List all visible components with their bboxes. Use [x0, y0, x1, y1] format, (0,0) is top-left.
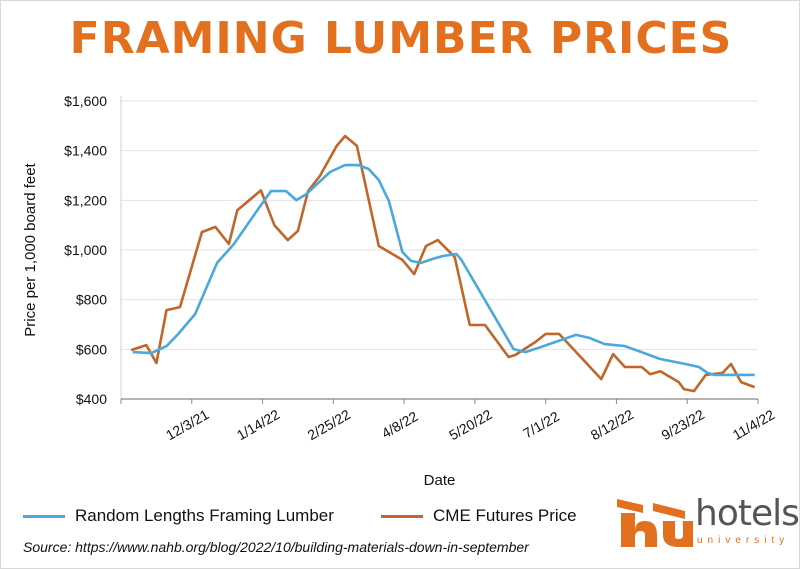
hotels-university-logo: hotels university: [613, 491, 799, 549]
legend-item-random-lengths: Random Lengths Framing Lumber: [23, 506, 334, 526]
legend-label: Random Lengths Framing Lumber: [75, 506, 334, 525]
y-tick-label: $600: [76, 341, 107, 357]
y-tick-label: $800: [76, 292, 107, 308]
y-axis-title: Price per 1,000 board feet: [22, 162, 39, 336]
y-tick-label: $1,000: [64, 242, 107, 258]
y-tick-label: $1,400: [64, 143, 107, 159]
chart-title: FRAMING LUMBER PRICES: [69, 13, 733, 64]
x-tick-label: 5/20/22: [446, 406, 495, 443]
y-tick-label: $400: [76, 391, 107, 407]
y-tick-label: $1,200: [64, 192, 107, 208]
x-axis-title: Date: [424, 472, 456, 489]
x-tick-label: 7/1/22: [520, 408, 562, 441]
x-tick-label: 11/4/22: [730, 406, 778, 443]
x-tick-label: 8/12/22: [588, 406, 637, 443]
series-line-cme-futures-price: [130, 134, 756, 393]
x-tick-label: 4/8/22: [379, 408, 421, 441]
legend-item-cme-futures: CME Futures Price: [381, 506, 577, 526]
legend-swatch-orange: [381, 514, 423, 518]
legend-label: CME Futures Price: [433, 506, 577, 525]
y-tick-label: $1,600: [64, 93, 107, 109]
x-tick-label: 9/23/22: [658, 406, 707, 443]
x-tick-label: 12/3/21: [163, 406, 212, 443]
x-tick-label: 2/25/22: [305, 406, 354, 443]
logo-mark-icon: [617, 499, 693, 547]
legend-swatch-blue: [23, 514, 65, 518]
x-tick-label: 1/14/22: [234, 406, 283, 443]
logo-subtext: university: [697, 535, 790, 546]
source-note: Source: https://www.nahb.org/blog/2022/1…: [23, 539, 529, 555]
logo-text: hotels: [695, 493, 799, 534]
series-line-random-lengths-framing-lumber: [132, 163, 755, 377]
